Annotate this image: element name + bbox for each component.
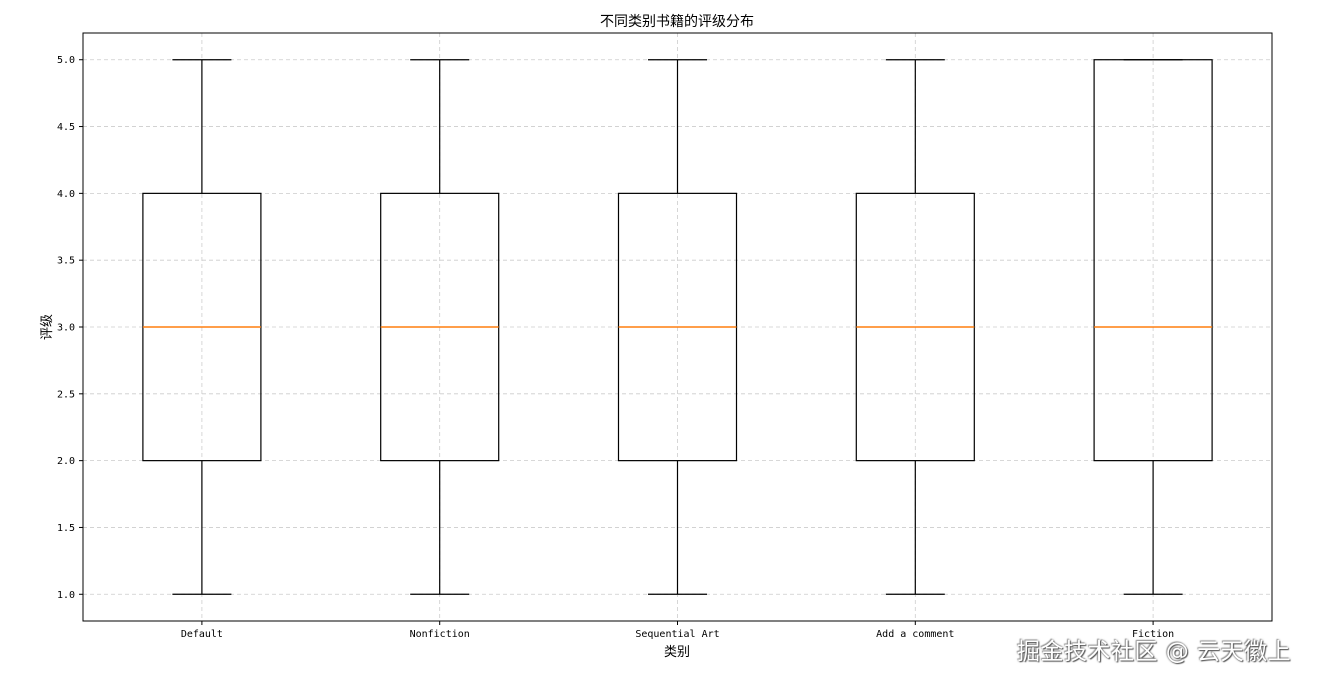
x-tick-label: Nonfiction [410,629,470,640]
y-tick-label: 4.0 [57,189,75,200]
axes: 1.0 1.5 2.0 2.5 3.0 3.5 4.0 4.5 5.0 Default Nonfic… [57,32,1273,640]
grid [83,33,1272,621]
y-tick-label: 1.5 [57,523,75,534]
x-tick-label: Default [181,629,223,640]
y-tick-label: 5.0 [57,55,75,66]
x-tick-label: Fiction [1132,629,1174,640]
watermark: 掘金技术社区 @ 云天徽上 [1017,639,1292,665]
y-tick-label: 3.5 [57,256,75,267]
y-tick-label: 3.0 [57,323,75,334]
y-tick-label: 1.0 [57,590,75,601]
y-tick-label: 2.5 [57,389,75,400]
y-tick-label: 4.5 [57,122,75,133]
y-axis-label: 评级 [40,314,55,340]
boxes [142,59,1213,595]
x-tick-label: Add a comment [876,629,954,640]
x-tick-label: Sequential Art [635,629,719,640]
x-axis-label: 类别 [664,645,690,660]
plot-frame [82,32,1273,622]
y-tick-label: 2.0 [57,456,75,467]
chart-title: 不同类别书籍的评级分布 [600,13,754,30]
box-iqr [1093,59,1213,462]
